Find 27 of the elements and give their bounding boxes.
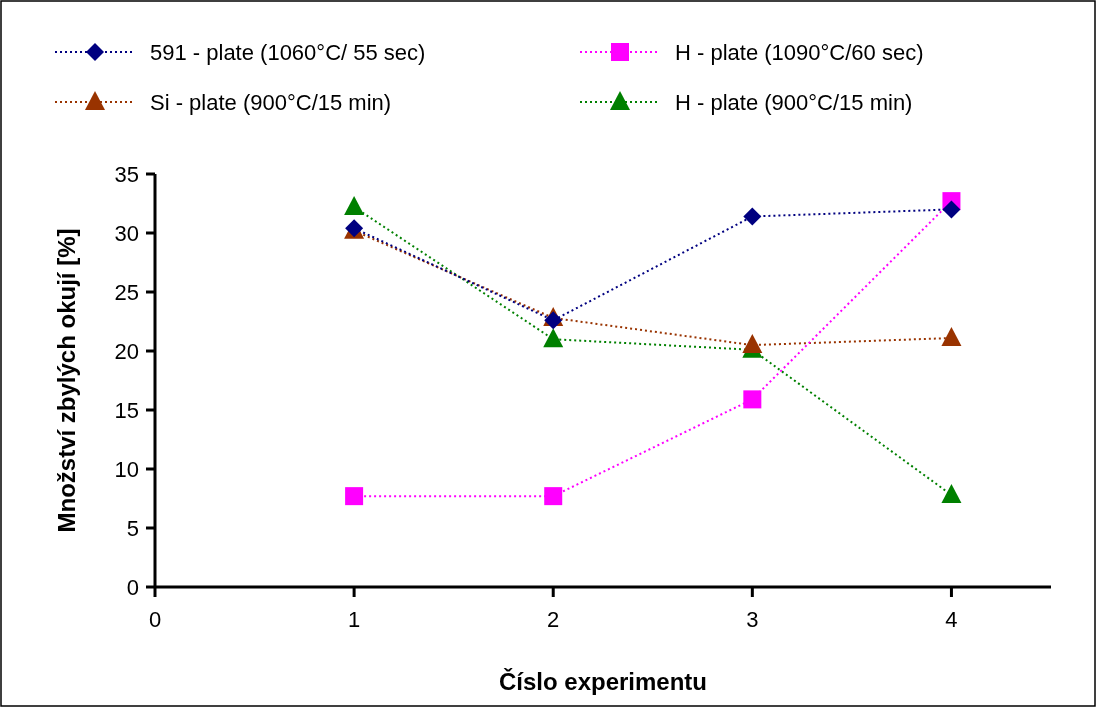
- point: [941, 483, 962, 503]
- y-tick-label: 20: [114, 338, 139, 364]
- y-tick-label: 5: [126, 515, 139, 541]
- legend-label: 591 - plate (1060°C/ 55 sec): [150, 39, 426, 65]
- y-tick-label: 35: [114, 161, 139, 187]
- x-axis-title: Číslo experimentu: [498, 668, 708, 695]
- y-tick-label: 15: [114, 397, 139, 423]
- y-tick-label: 25: [114, 279, 139, 305]
- x-tick-label: 1: [347, 607, 361, 632]
- point: [743, 207, 762, 226]
- y-tick-label: 0: [126, 574, 139, 600]
- x-tick-label: 4: [945, 607, 958, 632]
- legend-label: H - plate (1090°C/60 sec): [675, 39, 924, 65]
- x-tick-label: 3: [746, 607, 759, 632]
- point: [543, 328, 564, 348]
- y-tick-label: 30: [114, 220, 139, 246]
- x-tick-label: 2: [547, 607, 560, 632]
- point: [942, 200, 961, 219]
- point: [544, 311, 563, 330]
- point: [344, 196, 365, 216]
- y-tick-label: 10: [114, 456, 139, 482]
- legend-label: Si - plate (900°C/15 min): [150, 89, 392, 115]
- point: [743, 390, 762, 409]
- point: [941, 327, 962, 347]
- legend-label: H - plate (900°C/15 min): [675, 89, 913, 115]
- x-tick-label: 0: [148, 607, 162, 632]
- y-axis-title: Množství zbylých okují [%]: [53, 228, 80, 533]
